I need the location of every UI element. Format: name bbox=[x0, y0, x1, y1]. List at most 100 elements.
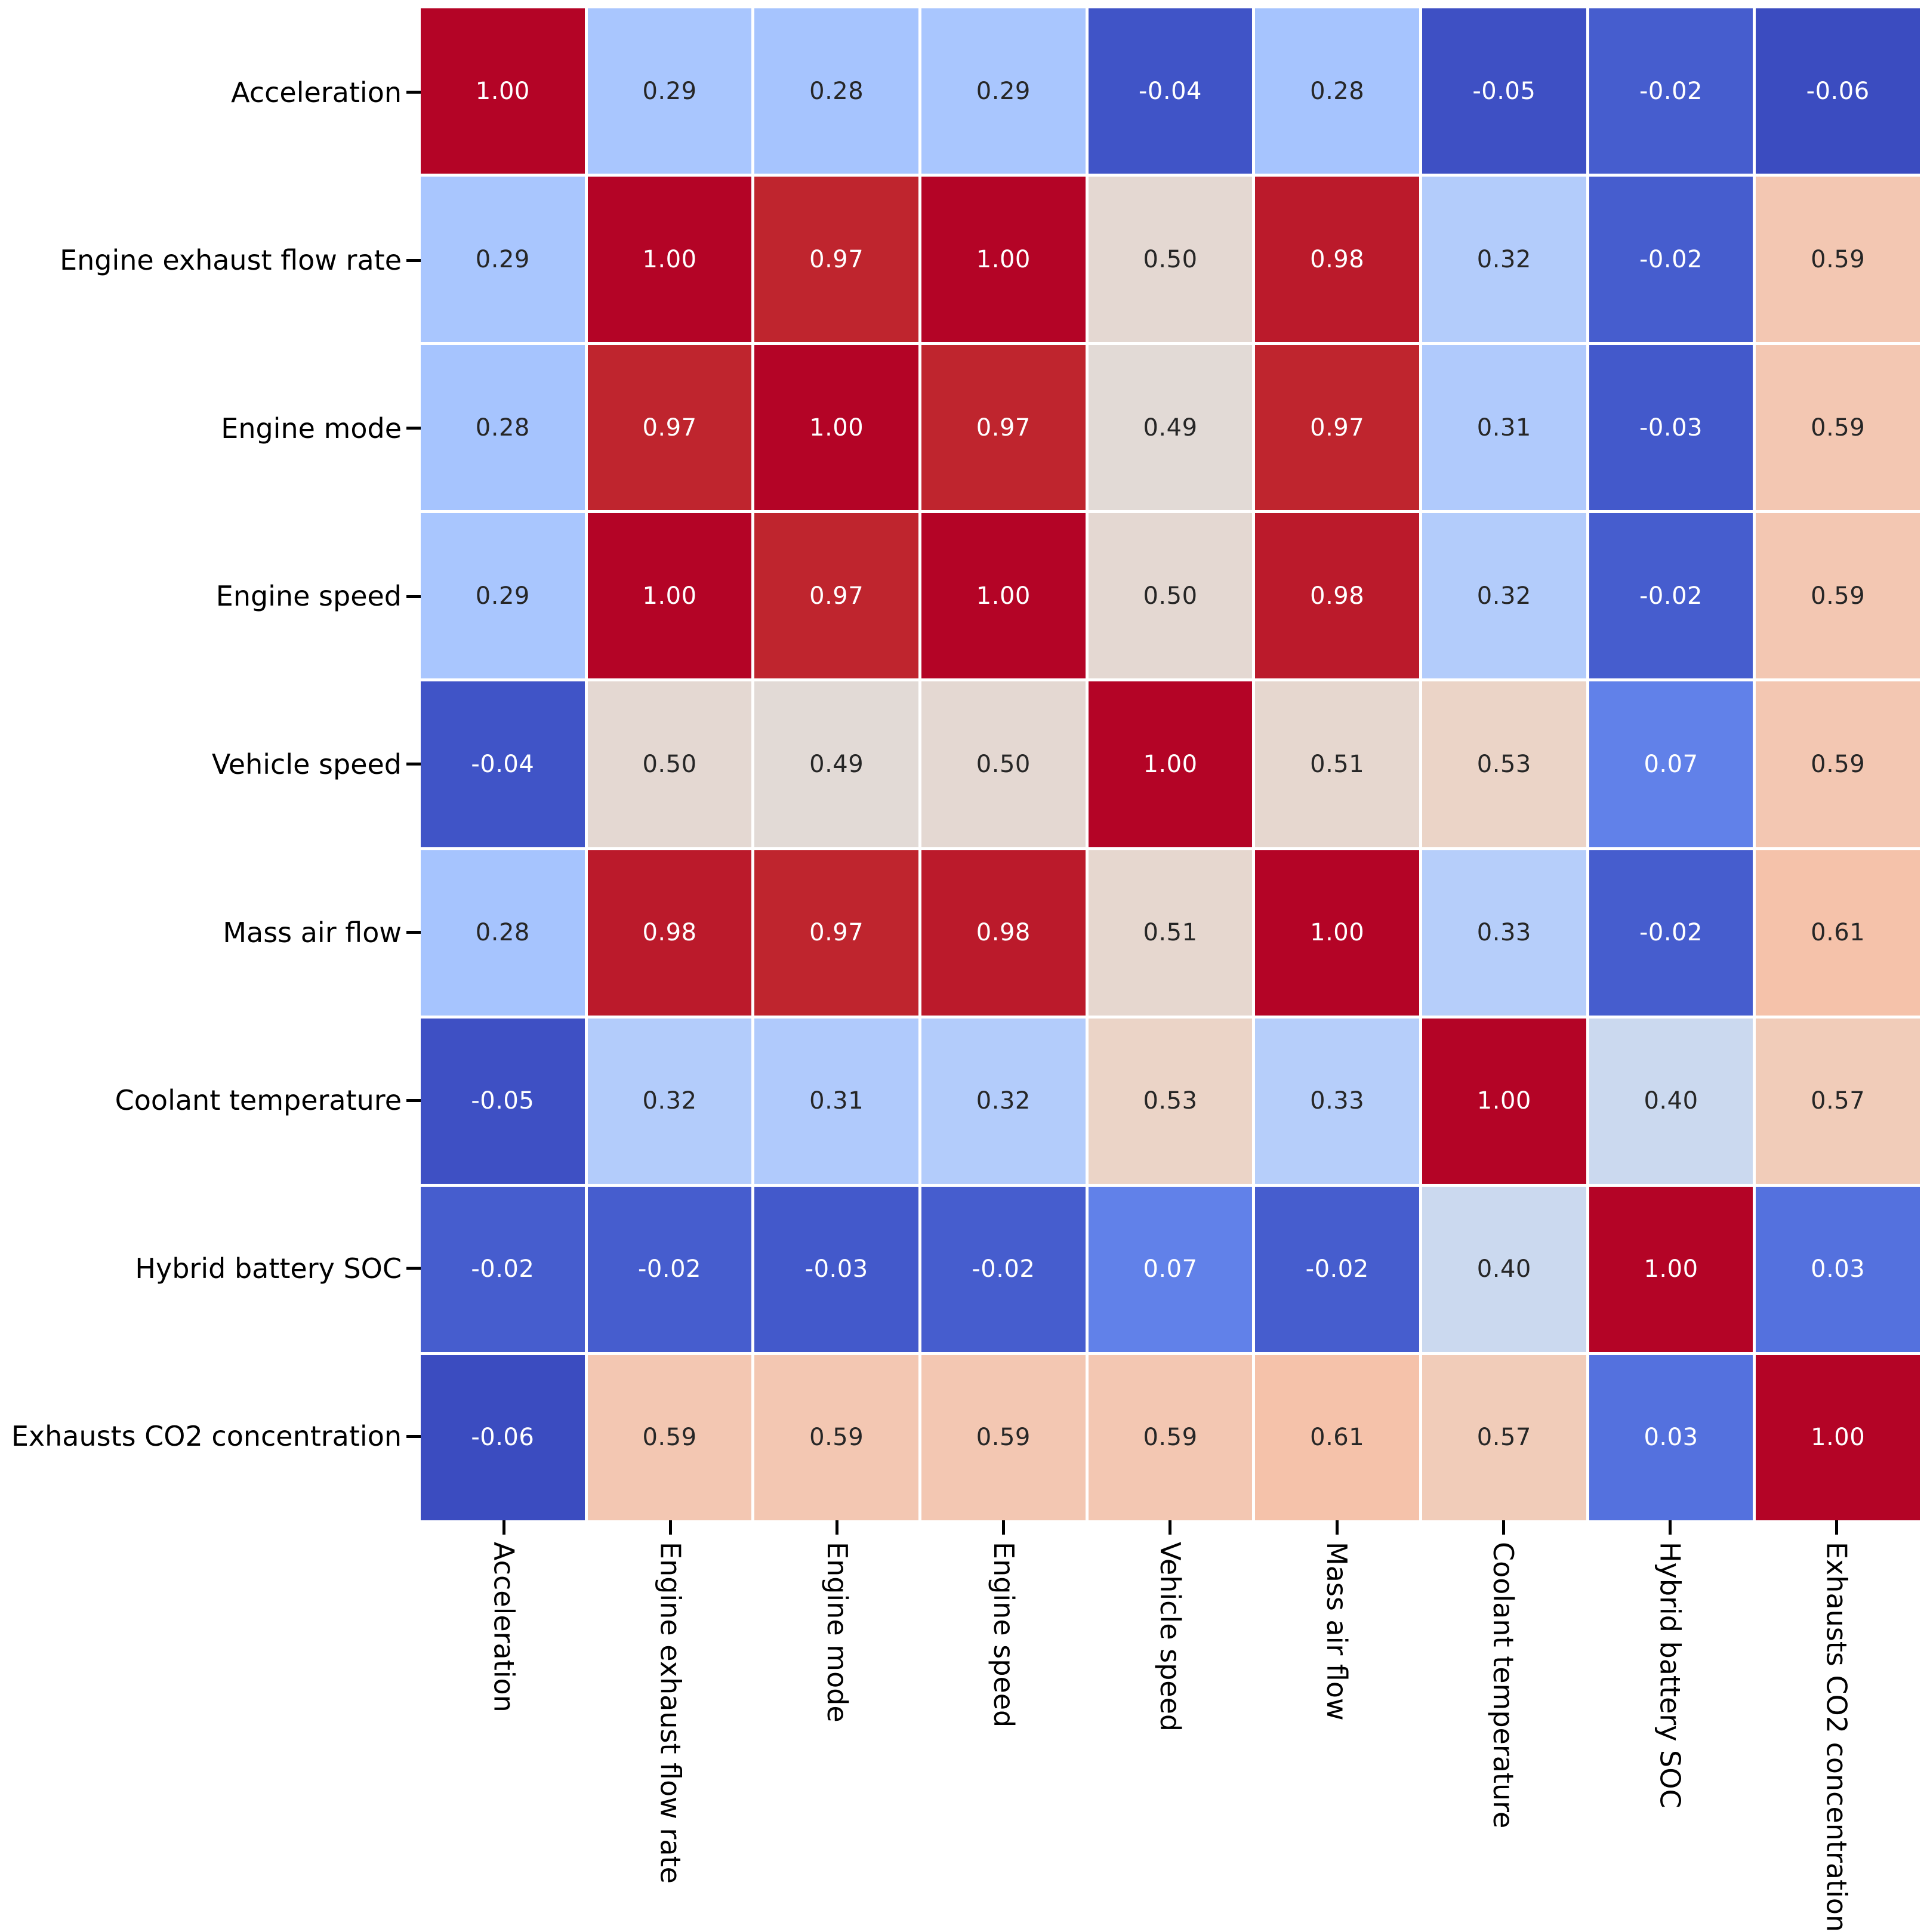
heatmap-cell: 0.57 bbox=[1756, 1018, 1920, 1184]
heatmap-cell: 0.97 bbox=[754, 177, 918, 342]
heatmap-cell: 0.29 bbox=[421, 513, 585, 679]
heatmap-cell: 0.28 bbox=[421, 850, 585, 1016]
x-tick-label: Engine speed bbox=[987, 1542, 1020, 1728]
heatmap-cell: 0.59 bbox=[1756, 681, 1920, 847]
heatmap-cell: 0.98 bbox=[1255, 513, 1419, 679]
y-tick-label: Exhausts CO2 concentration bbox=[11, 1420, 402, 1453]
cell-value: -0.03 bbox=[804, 1255, 868, 1283]
heatmap-cell: 0.53 bbox=[1088, 1018, 1253, 1184]
y-tick-mark bbox=[406, 931, 421, 934]
cell-value: -0.02 bbox=[972, 1255, 1035, 1283]
cell-value: 0.98 bbox=[642, 919, 697, 947]
heatmap-cell: -0.02 bbox=[1255, 1186, 1419, 1352]
heatmap-cell: 0.59 bbox=[1756, 513, 1920, 679]
cell-value: 1.00 bbox=[1310, 919, 1365, 947]
cell-value: 0.31 bbox=[809, 1087, 864, 1115]
heatmap-cell: 1.00 bbox=[1422, 1018, 1586, 1184]
y-tick-label: Engine speed bbox=[215, 580, 402, 613]
cell-value: 0.51 bbox=[1143, 919, 1198, 947]
heatmap-cell: 0.07 bbox=[1589, 681, 1753, 847]
cell-value: 0.28 bbox=[475, 413, 530, 442]
y-tick-mark bbox=[406, 594, 421, 598]
x-tick-label: Mass air flow bbox=[1321, 1542, 1354, 1721]
cell-value: -0.04 bbox=[471, 750, 535, 778]
heatmap-cell: 0.28 bbox=[754, 8, 918, 174]
cell-value: 1.00 bbox=[1644, 1255, 1698, 1283]
heatmap-cell: -0.04 bbox=[421, 681, 585, 847]
heatmap-cell: 0.32 bbox=[1422, 513, 1586, 679]
cell-value: 0.29 bbox=[475, 245, 530, 273]
x-tick-mark bbox=[1335, 1520, 1339, 1535]
cell-value: 0.97 bbox=[1310, 413, 1365, 442]
x-tick-mark bbox=[1835, 1520, 1838, 1535]
cell-value: 1.00 bbox=[976, 582, 1031, 610]
cell-value: 0.33 bbox=[1310, 1087, 1365, 1115]
cell-value: 0.97 bbox=[642, 413, 697, 442]
y-tick-label: Engine mode bbox=[221, 412, 402, 445]
heatmap-cell: 0.97 bbox=[587, 345, 752, 511]
x-tick-label: Engine exhaust flow rate bbox=[654, 1542, 687, 1884]
cell-value: 0.28 bbox=[1310, 77, 1365, 105]
cell-value: 0.98 bbox=[1310, 245, 1365, 273]
heatmap-cell: 1.00 bbox=[421, 8, 585, 174]
y-axis-tick-labels: Acceleration Engine exhaust flow rate Engi… bbox=[0, 8, 402, 1520]
y-tick-label: Vehicle speed bbox=[211, 748, 402, 780]
cell-value: 0.97 bbox=[809, 582, 864, 610]
heatmap-cell: -0.02 bbox=[1589, 177, 1753, 342]
cell-value: 0.97 bbox=[809, 919, 864, 947]
heatmap-cell: -0.05 bbox=[1422, 8, 1586, 174]
cell-value: 0.50 bbox=[1143, 245, 1198, 273]
heatmap-cell: 0.32 bbox=[1422, 177, 1586, 342]
cell-value: -0.02 bbox=[1305, 1255, 1369, 1283]
y-tick-mark bbox=[406, 91, 421, 94]
heatmap-cell: 0.50 bbox=[587, 681, 752, 847]
cell-value: 0.49 bbox=[1143, 413, 1198, 442]
cell-value: 0.59 bbox=[976, 1424, 1031, 1452]
cell-value: 0.59 bbox=[1811, 245, 1866, 273]
x-tick-mark bbox=[1668, 1520, 1672, 1535]
cell-value: -0.03 bbox=[1639, 413, 1703, 442]
x-tick-mark bbox=[1169, 1520, 1172, 1535]
y-tick-mark bbox=[406, 763, 421, 766]
cell-value: 0.51 bbox=[1310, 750, 1365, 778]
heatmap-grid: 1.00 0.29 0.28 0.29 -0.04 0.28 -0.05 -0.02 -0.06… bbox=[421, 8, 1920, 1520]
heatmap-cell: 0.98 bbox=[587, 850, 752, 1016]
heatmap-cell: 1.00 bbox=[1255, 850, 1419, 1016]
y-tick-mark bbox=[406, 1267, 421, 1270]
y-tick-mark bbox=[406, 1098, 421, 1102]
x-tick-mark bbox=[502, 1520, 506, 1535]
x-tick-label: Hybrid battery SOC bbox=[1654, 1542, 1687, 1808]
cell-value: 0.59 bbox=[1143, 1424, 1198, 1452]
heatmap-cell: 1.00 bbox=[587, 177, 752, 342]
x-tick-label: Coolant temperature bbox=[1487, 1542, 1520, 1829]
heatmap-cell: -0.06 bbox=[1756, 8, 1920, 174]
cell-value: 0.97 bbox=[809, 245, 864, 273]
cell-value: 1.00 bbox=[1811, 1424, 1866, 1452]
heatmap-cell: 1.00 bbox=[1088, 681, 1253, 847]
heatmap-cell: -0.03 bbox=[1589, 345, 1753, 511]
heatmap-cell: 0.97 bbox=[754, 850, 918, 1016]
heatmap-cell: 0.51 bbox=[1255, 681, 1419, 847]
y-tick-mark bbox=[406, 427, 421, 430]
cell-value: -0.02 bbox=[1639, 245, 1703, 273]
y-axis-tick-marks bbox=[406, 8, 421, 1520]
heatmap-cell: 1.00 bbox=[1589, 1186, 1753, 1352]
cell-value: 0.07 bbox=[1143, 1255, 1198, 1283]
x-tick-label: Vehicle speed bbox=[1154, 1542, 1186, 1732]
heatmap-cell: 0.29 bbox=[921, 8, 1086, 174]
cell-value: 0.59 bbox=[1811, 413, 1866, 442]
cell-value: -0.02 bbox=[1639, 77, 1703, 105]
heatmap-cell: 0.07 bbox=[1088, 1186, 1253, 1352]
heatmap-cell: 0.59 bbox=[1756, 345, 1920, 511]
heatmap-cell: 0.49 bbox=[754, 681, 918, 847]
cell-value: 0.57 bbox=[1476, 1424, 1531, 1452]
cell-value: 0.40 bbox=[1476, 1255, 1531, 1283]
heatmap-cell: 0.51 bbox=[1088, 850, 1253, 1016]
heatmap-cell: 0.50 bbox=[1088, 177, 1253, 342]
x-tick-mark bbox=[669, 1520, 673, 1535]
cell-value: 1.00 bbox=[976, 245, 1031, 273]
cell-value: 0.31 bbox=[1476, 413, 1531, 442]
heatmap-cell: 0.33 bbox=[1255, 1018, 1419, 1184]
cell-value: 0.61 bbox=[1811, 919, 1866, 947]
cell-value: 0.29 bbox=[642, 77, 697, 105]
